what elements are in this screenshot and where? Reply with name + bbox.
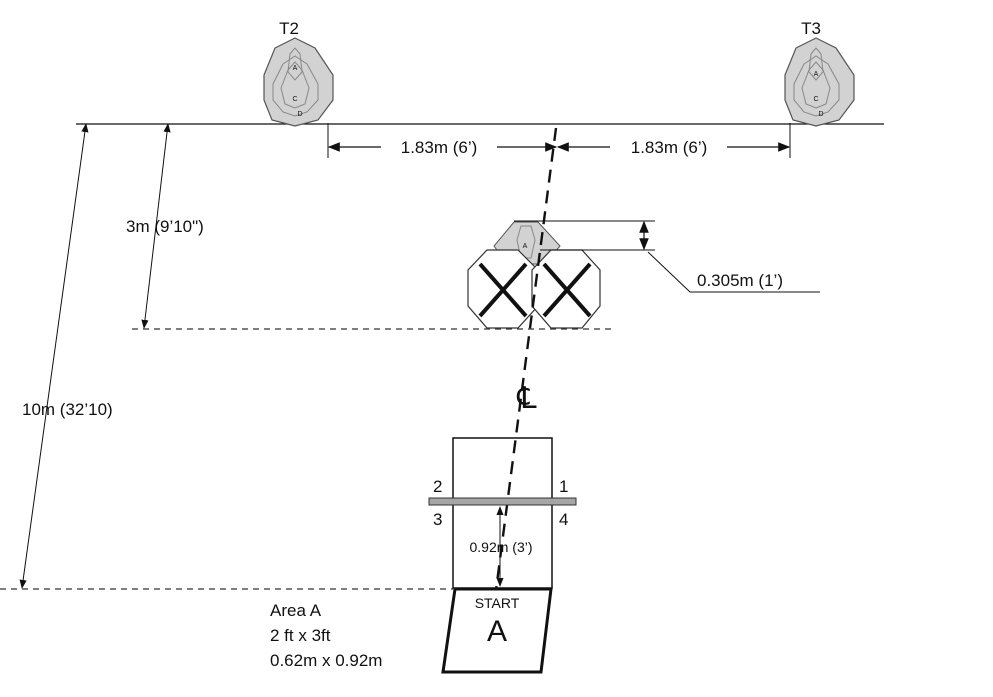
area-size-imperial: 2 ft x 3ft <box>270 626 331 645</box>
corner-2: 2 <box>433 477 442 496</box>
area-name: Area A <box>270 601 322 620</box>
target-t2-label: T2 <box>279 19 299 38</box>
no-shoot-offset-label: 3m (9’10") <box>126 217 204 236</box>
no-shoot-left <box>467 249 539 329</box>
target-t3-zone-d: D <box>818 111 823 118</box>
target-t2-zone-a: A <box>293 65 298 72</box>
no-shoot-offset-arrow <box>141 123 171 329</box>
overlap-height-label: 0.305m (1’) <box>697 271 783 290</box>
left-spacing-label: 1.83m (6’) <box>401 138 478 157</box>
start-area-box <box>441 587 553 674</box>
fault-line <box>428 497 577 506</box>
target-t3: A C D <box>784 37 855 127</box>
area-size-metric: 0.62m x 0.92m <box>270 651 382 670</box>
center-target-zone-a: A <box>523 243 528 250</box>
corner-4: 4 <box>559 510 568 529</box>
centerline <box>494 127 558 591</box>
total-distance-label: 10m (32’10) <box>22 400 113 419</box>
corner-3: 3 <box>433 510 442 529</box>
shooting-box <box>452 437 553 589</box>
centerline-symbol: ℄ <box>516 382 536 415</box>
corner-1: 1 <box>559 477 568 496</box>
fault-line-gap-label: 0.92m (3’) <box>469 539 532 555</box>
target-t3-zone-a: A <box>814 71 819 78</box>
start-label: START <box>475 595 520 611</box>
right-spacing-label: 1.83m (6’) <box>631 138 708 157</box>
target-t3-zone-c: C <box>813 96 818 103</box>
target-t2-zone-c: C <box>292 96 297 103</box>
target-t2: A C D <box>263 37 334 127</box>
target-t3-label: T3 <box>801 19 821 38</box>
no-shoot-right <box>531 249 601 329</box>
target-t2-zone-d: D <box>297 111 302 118</box>
start-area-letter: A <box>487 615 507 648</box>
total-distance-arrow <box>19 123 89 589</box>
